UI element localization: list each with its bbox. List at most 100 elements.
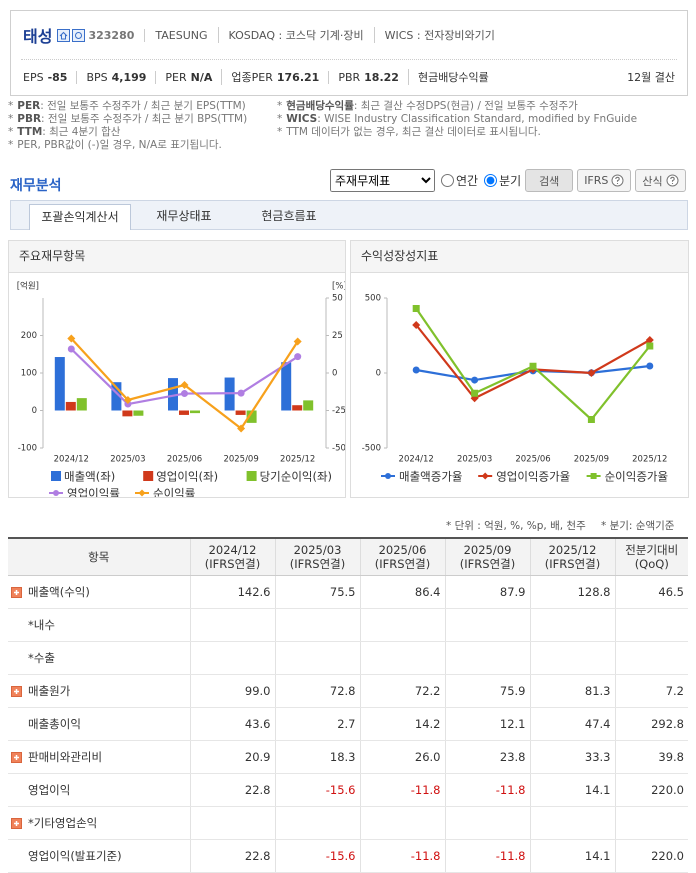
ir-icon[interactable] <box>72 28 86 42</box>
tab[interactable]: 현금흐름표 <box>261 209 317 223</box>
stock-code: 323280 <box>88 28 135 42</box>
point <box>237 389 245 397</box>
cell-value: 72.2 <box>414 684 441 698</box>
note-marker: * <box>277 113 283 125</box>
point <box>67 334 76 343</box>
help-icon <box>666 174 679 187</box>
legend-swatch <box>143 471 154 481</box>
button-label: 산식 <box>642 174 663 188</box>
value-cell <box>444 806 530 840</box>
note-text: PER, PBR값이 (-)일 경우, N/A로 표기됩니다. <box>17 139 222 151</box>
cell-value: -15.6 <box>325 783 356 797</box>
cell-value: 26.0 <box>414 750 441 764</box>
legend-swatch <box>51 471 61 481</box>
row-label-cell: 매출원가 <box>8 674 190 708</box>
cell-value: 33.3 <box>584 750 611 764</box>
table-row: 매출원가 99.0 72.8 72.2 75.9 81.3 7.2 <box>8 674 688 708</box>
header-cell: 2025/03 (IFRS연결) <box>274 537 360 576</box>
table-row: *내수 <box>8 608 688 642</box>
ifrs-button[interactable]: IFRS <box>577 169 632 192</box>
cell-value: 47.4 <box>584 717 611 731</box>
bar <box>168 378 178 411</box>
note-term: WICS <box>286 113 318 125</box>
cell-value: 2.7 <box>337 717 356 731</box>
indicators: EPS -85 BPS 4,199 PER N/A 업종PER 176.21 PBR 18.22 현… <box>23 69 498 85</box>
note-marker: * <box>8 100 14 112</box>
note-term: PBR <box>17 113 42 125</box>
row-label: 매출액(수익) <box>28 585 90 599</box>
value-cell: 20.9 <box>189 740 275 774</box>
indicator-value: -85 <box>47 70 68 84</box>
row-label: 매출원가 <box>28 684 71 698</box>
legend-label: 매출액증가율 <box>399 470 462 484</box>
value-cell: 220.0 <box>614 773 688 807</box>
value-cell: -11.8 <box>444 839 530 873</box>
value-cell: 22.8 <box>189 839 275 873</box>
legend-swatch <box>246 471 257 481</box>
indicator: EPS -85 <box>23 71 76 84</box>
note: * 현금배당수익률: 최근 결산 수정DPS(현금) / 전일 보통주 수정주가 <box>277 100 637 113</box>
home-icon[interactable] <box>57 28 71 42</box>
formula-button[interactable]: 산식 <box>635 169 686 192</box>
bar <box>281 362 292 411</box>
expand-icon[interactable] <box>11 587 22 598</box>
value-cell: -15.6 <box>274 773 360 807</box>
value-cell: 86.4 <box>359 575 445 609</box>
radio[interactable] <box>484 174 498 187</box>
page-body: 태성 323280 TAESUNG KOSDAQ : 코스닥 기계·장비 WIC… <box>8 10 689 873</box>
cell-value: 20.9 <box>244 750 271 764</box>
expand-icon[interactable] <box>11 686 22 697</box>
indicator-label: PBR <box>338 70 361 84</box>
header-cell: 2025/09 (IFRS연결) <box>444 537 530 576</box>
indicator-label: PER <box>165 70 187 84</box>
column-period: 2025/09 <box>463 543 512 557</box>
row-label: *수출 <box>28 651 55 665</box>
period-annual[interactable]: 연간 <box>439 172 478 189</box>
point <box>138 489 146 497</box>
legend-label: 영업이익(좌) <box>156 470 218 484</box>
statement-select[interactable]: 주재무제표 <box>330 169 435 192</box>
cell-value: 23.8 <box>499 750 526 764</box>
y2-tick-label: -25 <box>332 406 345 416</box>
stock-title-row: 태성 323280 TAESUNG KOSDAQ : 코스닥 기계·장비 WIC… <box>23 25 505 46</box>
cell-value: 22.8 <box>244 783 271 797</box>
row-label-cell: *수출 <box>8 641 190 675</box>
legend-label: 영업이익률 <box>67 487 120 498</box>
point <box>237 424 246 433</box>
radio-label: 연간 <box>456 174 479 188</box>
expand-icon[interactable] <box>11 818 22 829</box>
cell-value: 292.8 <box>651 717 684 731</box>
y-tick-label: 200 <box>21 331 37 341</box>
period-quarter[interactable]: 분기 <box>482 172 521 189</box>
bar <box>190 410 200 414</box>
point <box>293 337 302 346</box>
cell-value: 220.0 <box>651 783 684 797</box>
x-tick-label: 2025/12 <box>280 455 315 465</box>
value-cell: 87.9 <box>444 575 530 609</box>
bar <box>133 410 144 416</box>
financial-table: 항목 2024/12 (IFRS연결) 2025/03 (IFRS연결) 2025/06(… <box>8 537 688 873</box>
x-tick-label: 2025/09 <box>574 455 609 465</box>
cell-value: -11.8 <box>410 783 441 797</box>
tab[interactable]: 포괄손익계산서 <box>29 204 131 230</box>
icon-plus <box>14 590 19 595</box>
chart-panel: 주요재무항목 [억원] [%] -100 0 100 200 -50 -25 0 25 50 2024… <box>8 240 346 498</box>
indicator: 현금배당수익률 <box>407 69 498 85</box>
tab-bar: 포괄손익계산서 재무상태표 현금흐름표 <box>10 200 688 230</box>
cell-value: -11.8 <box>495 783 526 797</box>
button-label: 검색 <box>539 174 560 188</box>
indicator-value: 4,199 <box>111 70 147 84</box>
row-label: *기타영업손익 <box>28 816 98 830</box>
x-tick-label: 2025/03 <box>110 455 145 465</box>
cell-value: 142.6 <box>237 585 271 599</box>
radio[interactable] <box>441 174 454 187</box>
point <box>471 376 479 384</box>
column-period: 전분기대비 <box>625 543 679 557</box>
panel-title: 수익성장성지표 <box>351 241 688 273</box>
search-button[interactable]: 검색 <box>525 169 574 192</box>
value-cell: 18.3 <box>274 740 360 774</box>
expand-icon[interactable] <box>11 752 22 763</box>
chart-panel: 수익성장성지표 -500 0 500 2024/12 2025/03 2025/06 202… <box>350 240 689 498</box>
wics: WICS : 전자장비와기기 <box>373 27 495 43</box>
tab[interactable]: 재무상태표 <box>156 209 212 223</box>
